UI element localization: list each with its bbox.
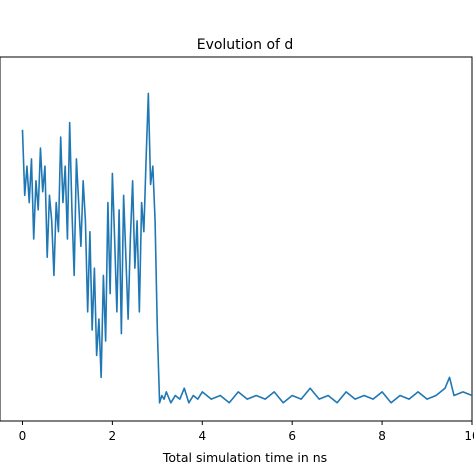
x-tick-label: 2 [109,429,117,443]
chart-title: Evolution of d [197,37,294,53]
x-axis-label: Total simulation time in ns [162,450,327,465]
x-tick-label: 4 [198,429,206,443]
x-axis-ticks: 0 2 4 6 8 10 [19,421,474,443]
x-tick-label: 6 [288,429,296,443]
x-tick-label: 8 [378,429,386,443]
plot-area-frame [0,56,473,422]
series-line-layer [21,92,473,404]
series-line-0 [21,92,473,404]
x-tick-label: 10 [464,429,474,443]
x-tick-label: 0 [19,429,27,443]
